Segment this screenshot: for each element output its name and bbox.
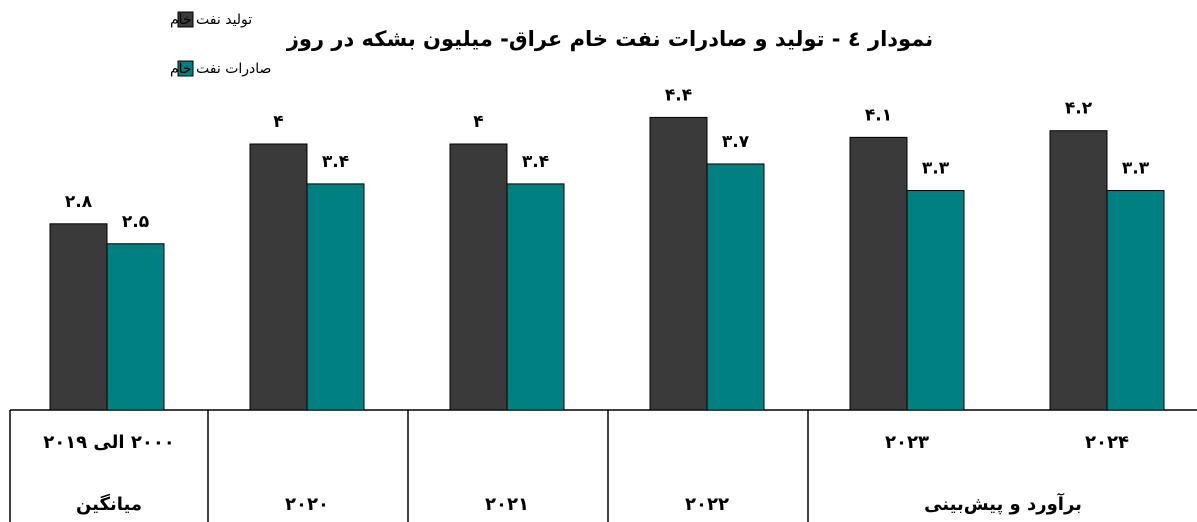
x-tick-label: ۲۰۲۴ bbox=[1085, 432, 1129, 453]
value-label: ۴.۱ bbox=[865, 105, 892, 125]
bar bbox=[106, 243, 165, 411]
bar bbox=[906, 190, 965, 411]
bar bbox=[1106, 190, 1165, 411]
value-label: ۲.۵ bbox=[122, 212, 149, 232]
legend-label: صادرات نفت خام bbox=[170, 61, 271, 77]
bar bbox=[306, 183, 365, 411]
category-group-label: برآورد و پیش‌بینی bbox=[924, 492, 1082, 515]
bar bbox=[849, 136, 908, 411]
value-label: ۳.۴ bbox=[322, 152, 349, 172]
value-label: ۳.۷ bbox=[722, 132, 750, 152]
value-label: ۳.۳ bbox=[922, 159, 950, 179]
value-label: ۴ bbox=[273, 112, 283, 132]
legend-label: تولید نفت خام bbox=[170, 12, 252, 28]
bar bbox=[506, 183, 565, 411]
bar bbox=[649, 116, 708, 411]
value-label: ۴ bbox=[473, 112, 483, 132]
x-tick-label: ۲۰۲۳ bbox=[885, 432, 929, 453]
legend-swatch bbox=[177, 60, 194, 77]
x-tick-label: ۲۰۲۱ bbox=[485, 494, 529, 515]
category-group-label: میانگین bbox=[76, 493, 142, 515]
x-tick-label: ۲۰۲۲ bbox=[685, 494, 729, 515]
chart-title: نمودار ٤ - تولید و صادرات نفت خام عراق- … bbox=[286, 27, 933, 51]
bar bbox=[249, 143, 308, 411]
value-label: ۲.۸ bbox=[65, 192, 93, 212]
legend-swatch bbox=[177, 11, 194, 28]
bar bbox=[449, 143, 508, 411]
value-label: ۳.۴ bbox=[522, 152, 549, 172]
bar bbox=[706, 163, 765, 411]
x-tick-label: ۲۰۰۰ الی ۲۰۱۹ bbox=[43, 432, 175, 453]
bar bbox=[49, 223, 108, 411]
value-label: ۴.۴ bbox=[665, 85, 692, 105]
value-label: ۳.۳ bbox=[1122, 159, 1150, 179]
bar bbox=[1049, 130, 1108, 411]
x-tick-label: ۲۰۲۰ bbox=[285, 494, 329, 515]
value-label: ۴.۲ bbox=[1065, 99, 1093, 119]
